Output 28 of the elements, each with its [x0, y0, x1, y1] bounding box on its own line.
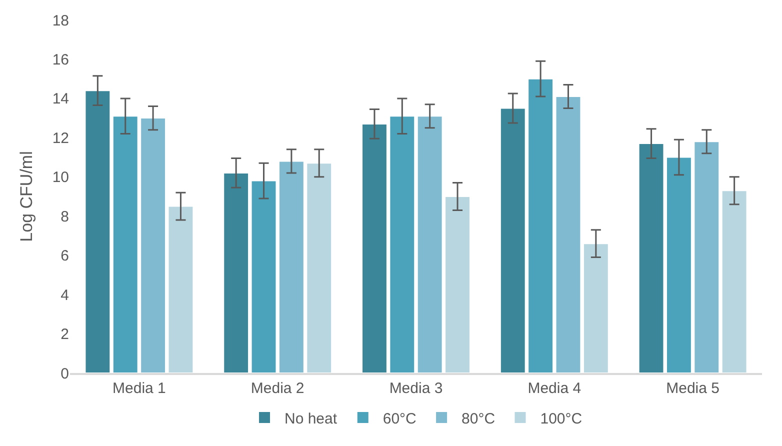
- bar: [84, 90, 111, 373]
- x-tick-label: Media 5: [666, 380, 720, 397]
- y-tick-label: 6: [60, 248, 69, 265]
- legend-label: 100°C: [540, 410, 582, 428]
- x-tick-label: Media 2: [250, 380, 304, 397]
- bar: [168, 206, 194, 373]
- y-tick-label: 14: [52, 90, 69, 108]
- y-tick-label: 2: [60, 326, 69, 344]
- x-tick-label: Media 3: [389, 380, 443, 397]
- y-tick-label: 12: [52, 130, 69, 147]
- y-tick-label: 18: [52, 12, 69, 30]
- bar: [250, 180, 277, 373]
- y-axis-title: Log CFU/ml: [16, 151, 36, 242]
- y-tick-label: 8: [60, 208, 69, 226]
- bar: [721, 190, 748, 373]
- legend-label: No heat: [284, 410, 338, 428]
- y-tick-label: 16: [52, 51, 69, 68]
- bar: [555, 96, 582, 373]
- x-tick-label: Media 1: [112, 380, 166, 397]
- bar: [223, 172, 250, 373]
- legend-label: 60°C: [382, 410, 417, 428]
- y-tick-label: 10: [52, 169, 69, 186]
- y-tick-label: 0: [60, 365, 69, 382]
- legend-label: 80°C: [462, 410, 496, 428]
- bar: [638, 143, 664, 373]
- y-tick-label: 4: [60, 286, 69, 304]
- x-tick-label: Media 4: [528, 380, 582, 397]
- bar: [582, 243, 609, 373]
